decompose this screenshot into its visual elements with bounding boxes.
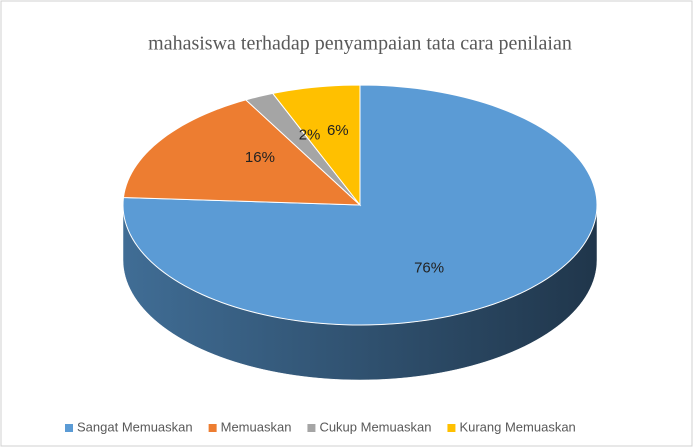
legend-swatch xyxy=(307,424,316,432)
slice xyxy=(122,99,362,206)
chart-title: mahasiswa terhadap penyampaian tata cara… xyxy=(148,33,572,55)
slice xyxy=(271,84,361,207)
legend-label: Cukup Memuaskan xyxy=(319,419,431,434)
legend-swatch xyxy=(65,424,73,432)
legend-label: Memuaskan xyxy=(221,419,292,434)
legend-label: Sangat Memuaskan xyxy=(77,419,193,434)
legend-label: Kurang Memuaskan xyxy=(459,419,575,434)
data-label: 76% xyxy=(414,260,444,277)
data-label: 2% xyxy=(299,127,321,144)
data-label: 6% xyxy=(327,122,349,139)
legend-swatch xyxy=(208,424,217,432)
legend-swatch xyxy=(447,424,456,432)
data-label: 16% xyxy=(245,149,275,166)
